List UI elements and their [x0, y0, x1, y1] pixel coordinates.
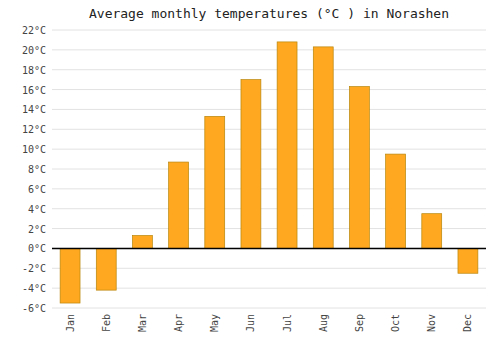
y-tick-label: 22°C [22, 25, 46, 36]
y-tick-label: 0°C [28, 243, 46, 254]
x-tick-label: Mar [137, 314, 148, 332]
y-tick-label: 12°C [22, 124, 46, 135]
grid-line [52, 89, 486, 90]
x-tick-label: May [209, 314, 220, 332]
grid-line [52, 30, 486, 31]
y-tick-label: 8°C [28, 164, 46, 175]
x-tick-label: Apr [173, 314, 184, 332]
bar [96, 248, 116, 290]
x-tick-label: Aug [318, 314, 329, 332]
bar [241, 80, 261, 249]
y-tick-label: 2°C [28, 224, 46, 235]
grid-line [52, 49, 486, 50]
grid [52, 30, 486, 308]
bar [277, 42, 297, 249]
y-tick-label: -2°C [22, 263, 46, 274]
grid-line [52, 169, 486, 170]
y-tick-label: 10°C [22, 144, 46, 155]
y-tick-label: -6°C [22, 303, 46, 314]
zero-line [52, 248, 486, 250]
y-tick-label: -4°C [22, 283, 46, 294]
bar [169, 162, 189, 248]
title: Average monthly temperatures (°C ) in No… [89, 6, 449, 21]
grid-line [52, 69, 486, 70]
bar [386, 154, 406, 248]
y-tick-label: 14°C [22, 104, 46, 115]
grid-line [52, 188, 486, 189]
x-tick-label: Jul [282, 314, 293, 332]
bars [60, 42, 478, 303]
x-tick-label: Nov [426, 314, 437, 332]
y-tick-label: 16°C [22, 85, 46, 96]
bar [313, 47, 333, 249]
chart: Average monthly temperatures (°C ) in No… [0, 0, 500, 350]
y-tick-label: 6°C [28, 184, 46, 195]
x-tick-label: Sep [354, 314, 365, 332]
x-tick-label: Jun [245, 314, 256, 332]
x-tick-label: Feb [101, 314, 112, 332]
x-tick-label: Oct [390, 314, 401, 332]
grid-line [52, 248, 486, 249]
bar [60, 248, 80, 303]
x-tick-label: Dec [462, 314, 473, 332]
grid-line [52, 208, 486, 209]
bar [422, 214, 442, 249]
chart-container: Average monthly temperatures (°C ) in No… [0, 0, 500, 350]
grid-line [52, 288, 486, 289]
y-tick-label: 4°C [28, 204, 46, 215]
y-tick-label: 20°C [22, 45, 46, 56]
grid-line [52, 308, 486, 309]
grid-line [52, 109, 486, 110]
grid-line [52, 129, 486, 130]
bar [132, 236, 152, 249]
grid-line [52, 149, 486, 150]
bar [349, 87, 369, 249]
grid-line [52, 228, 486, 229]
bar [205, 116, 225, 248]
grid-line [52, 268, 486, 269]
bar [458, 248, 478, 273]
x-tick-label: Jan [65, 314, 76, 332]
y-tick-label: 18°C [22, 65, 46, 76]
